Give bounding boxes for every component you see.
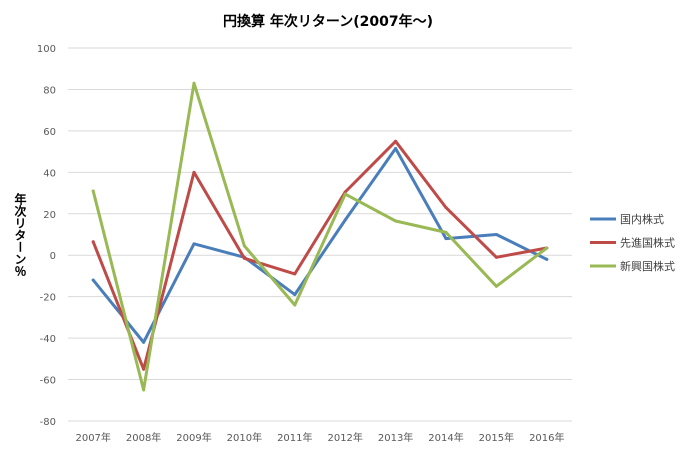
data-point	[293, 303, 297, 307]
series-line-2	[91, 139, 549, 371]
data-point	[293, 293, 297, 297]
legend-label: 国内株式	[620, 212, 664, 226]
x-tick-label: 2015年	[479, 431, 514, 444]
y-tick-label: -60	[40, 376, 56, 387]
data-point	[242, 244, 246, 248]
y-tick-label: 20	[43, 210, 56, 221]
x-tick-label: 2014年	[428, 431, 463, 444]
data-point	[494, 233, 498, 236]
data-point	[91, 278, 95, 282]
data-point	[444, 237, 448, 241]
data-point	[494, 255, 498, 259]
y-tick-label: 80	[43, 85, 56, 96]
data-point	[394, 147, 398, 151]
y-tick-label: -20	[40, 293, 56, 304]
data-point	[142, 340, 146, 344]
data-point	[444, 206, 448, 210]
data-point	[394, 139, 398, 143]
y-tick-label: 40	[43, 168, 56, 179]
data-point	[343, 192, 347, 196]
data-point	[192, 242, 196, 246]
data-point	[343, 190, 347, 194]
legend-label: 先進国株式	[620, 236, 675, 250]
y-tick-label: 0	[50, 251, 56, 262]
data-point	[494, 284, 498, 288]
x-tick-label: 2009年	[176, 431, 211, 444]
series-line-1	[91, 147, 549, 344]
data-point	[242, 256, 246, 260]
chart-title: 円換算 年次リターン(2007年～)	[223, 13, 433, 30]
data-point	[142, 388, 146, 392]
x-tick-label: 2011年	[277, 431, 312, 444]
x-tick-label: 2016年	[529, 431, 564, 444]
data-point	[192, 81, 196, 85]
data-point	[91, 189, 95, 193]
data-point	[343, 218, 347, 222]
y-axis-ticks: 100 80 60 40 20 0 -20 -40 -60 -80	[37, 44, 56, 428]
x-tick-label: 2010年	[227, 431, 262, 444]
data-point	[293, 272, 297, 276]
data-point	[142, 367, 146, 371]
y-tick-label: -40	[40, 334, 56, 345]
series-lines	[91, 81, 549, 392]
y-tick-label: -80	[40, 417, 56, 428]
x-tick-label: 2012年	[327, 431, 362, 444]
x-tick-label: 2013年	[378, 431, 413, 444]
data-point	[394, 219, 398, 223]
data-point	[545, 246, 549, 250]
x-tick-label: 2007年	[75, 431, 110, 444]
data-point	[444, 230, 448, 234]
y-tick-label: 100	[37, 44, 56, 55]
y-axis-label: 年次リターン％	[13, 192, 27, 277]
data-point	[545, 257, 549, 261]
legend-label: 新興国株式	[620, 259, 675, 273]
data-point	[192, 170, 196, 174]
y-tick-label: 60	[43, 127, 56, 138]
x-axis-ticks: 2007年 2008年 2009年 2010年 2011年 2012年 2013年 2014年…	[75, 431, 564, 444]
series-line-3	[91, 81, 549, 392]
x-tick-label: 2008年	[126, 431, 161, 444]
data-point	[91, 240, 95, 244]
